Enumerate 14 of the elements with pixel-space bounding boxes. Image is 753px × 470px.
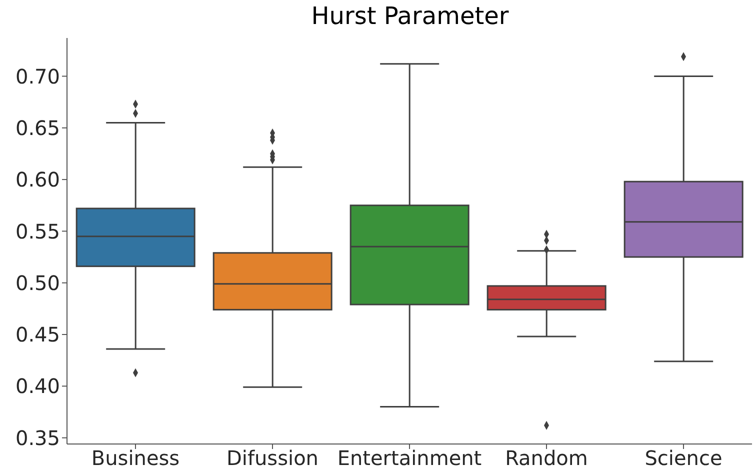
x-tick-label: Random	[505, 446, 588, 470]
chart-title: Hurst Parameter	[310, 2, 510, 30]
y-tick-label: 0.40	[15, 374, 60, 398]
y-tick-label: 0.50	[15, 270, 60, 295]
x-tick-label: Business	[91, 446, 180, 470]
x-tick-label: Difussion	[226, 446, 318, 470]
y-tick-label: 0.60	[15, 168, 60, 192]
y-tick-label: 0.35	[15, 426, 60, 450]
y-tick-label: 0.45	[15, 322, 60, 347]
x-tick-label: Science	[644, 446, 722, 470]
x-tick-label: Entertainment	[337, 446, 482, 470]
y-tick-label: 0.65	[15, 116, 60, 140]
y-tick-label: 0.70	[15, 64, 60, 88]
y-tick-label: 0.55	[15, 219, 60, 244]
